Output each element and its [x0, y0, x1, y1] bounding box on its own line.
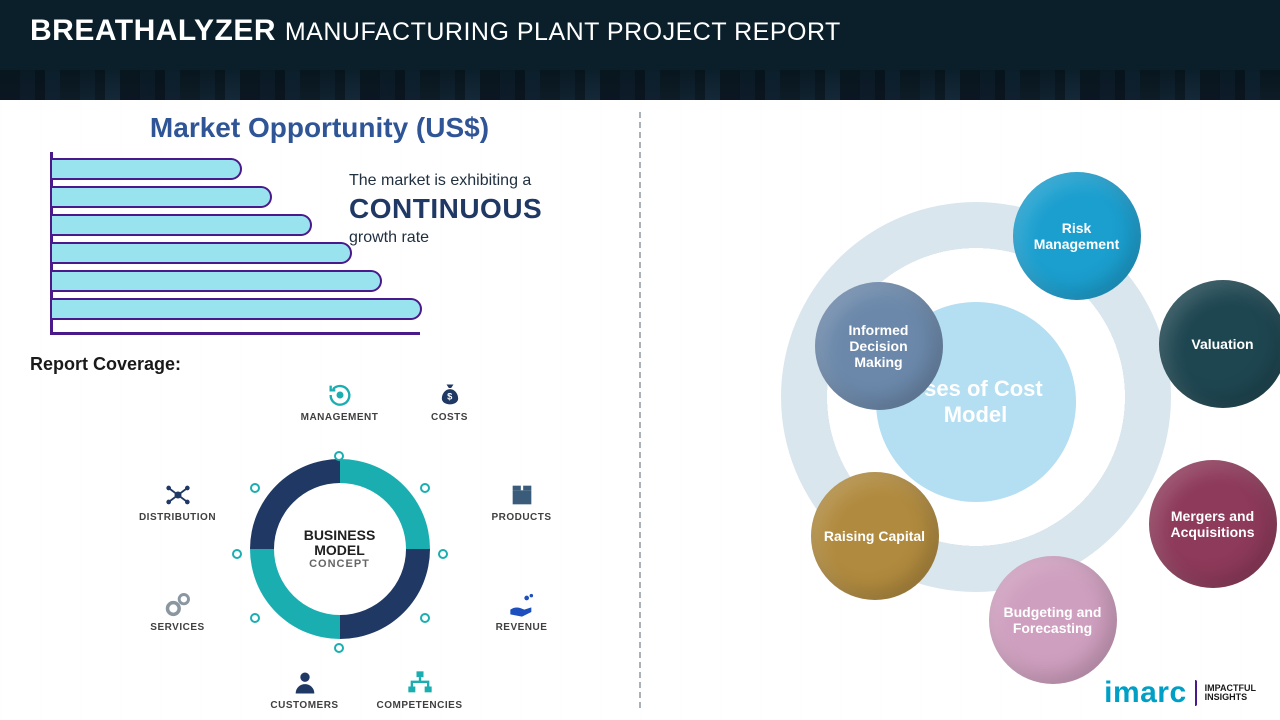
- bm-item-competencies: COMPETENCIES: [370, 669, 470, 711]
- hand-coins-icon: [472, 591, 572, 619]
- business-model-center: BUSINESS MODEL CONCEPT: [250, 459, 430, 639]
- report-title: BREATHALYZER MANUFACTURING PLANT PROJECT…: [30, 14, 1250, 48]
- chart-bar: [52, 214, 312, 236]
- bm-item-revenue: REVENUE: [472, 591, 572, 633]
- report-coverage-title: Report Coverage:: [30, 354, 609, 375]
- chart-annotation: The market is exhibiting a CONTINUOUS gr…: [349, 172, 589, 247]
- bm-item-costs: $ COSTS: [400, 381, 500, 423]
- bm-item-label: MANAGEMENT: [290, 412, 390, 423]
- network-icon: [128, 481, 228, 509]
- chart-bar: [52, 186, 272, 208]
- bm-item-services: SERVICES: [128, 591, 228, 633]
- business-model-center-label: BUSINESS MODEL CONCEPT: [304, 528, 376, 571]
- bm-item-label: PRODUCTS: [472, 512, 572, 523]
- chart-text-highlight: CONTINUOUS: [349, 194, 589, 225]
- person-icon: [255, 669, 355, 697]
- market-opportunity-title: Market Opportunity (US$): [30, 112, 609, 144]
- chart-bar: [52, 298, 422, 320]
- bm-item-label: COSTS: [400, 412, 500, 423]
- bm-ring-node: [250, 483, 260, 493]
- logo-tagline: IMPACTFUL INSIGHTS: [1205, 684, 1256, 702]
- bm-ring-node: [420, 483, 430, 493]
- cm-node-risk-management: Risk Management: [1013, 172, 1141, 300]
- gears-icon: [128, 591, 228, 619]
- chart-bar: [52, 270, 382, 292]
- bm-item-customers: CUSTOMERS: [255, 669, 355, 711]
- cm-node-valuation: Valuation: [1159, 280, 1280, 408]
- bm-ring-node: [232, 549, 242, 559]
- chart-text-line2: growth rate: [349, 229, 589, 247]
- bm-item-label: REVENUE: [472, 622, 572, 633]
- right-pane: Uses of Cost Model Risk ManagementValuat…: [641, 100, 1280, 720]
- left-pane: Market Opportunity (US$) The market is e…: [0, 100, 639, 720]
- imarc-logo: imarc IMPACTFUL INSIGHTS: [1104, 676, 1256, 710]
- cost-model-diagram: Uses of Cost Model Risk ManagementValuat…: [681, 112, 1241, 672]
- box-icon: [472, 481, 572, 509]
- cm-node-informed-decision-making: Informed Decision Making: [815, 282, 943, 410]
- bm-item-management: MANAGEMENT: [290, 381, 390, 423]
- bm-item-label: SERVICES: [128, 622, 228, 633]
- header: BREATHALYZER MANUFACTURING PLANT PROJECT…: [0, 0, 1280, 100]
- cm-node-raising-capital: Raising Capital: [811, 472, 939, 600]
- bm-ring-node: [420, 613, 430, 623]
- skyline-decoration: [0, 70, 1280, 100]
- bm-item-products: PRODUCTS: [472, 481, 572, 523]
- bm-item-label: DISTRIBUTION: [128, 512, 228, 523]
- title-prefix: BREATHALYZER: [30, 14, 276, 47]
- lightbulb-cycle-icon: [290, 381, 390, 409]
- logo-divider: [1195, 680, 1197, 706]
- main-area: Market Opportunity (US$) The market is e…: [0, 100, 1280, 720]
- chart-bar: [52, 158, 242, 180]
- cm-node-budgeting-and-forecasting: Budgeting and Forecasting: [989, 556, 1117, 684]
- title-suffix: MANUFACTURING PLANT PROJECT REPORT: [285, 18, 841, 46]
- chart-bar: [52, 242, 352, 264]
- bm-item-distribution: DISTRIBUTION: [128, 481, 228, 523]
- logo-word: imarc: [1104, 676, 1187, 710]
- svg-text:$: $: [447, 392, 453, 402]
- business-model-diagram: BUSINESS MODEL CONCEPT MANAGEMENT $ COSTS P…: [40, 381, 600, 701]
- bm-ring-node: [250, 613, 260, 623]
- cm-node-mergers-and-acquisitions: Mergers and Acquisitions: [1149, 460, 1277, 588]
- bm-ring-node: [334, 451, 344, 461]
- market-growth-chart: The market is exhibiting a CONTINUOUS gr…: [30, 152, 609, 332]
- bm-item-label: COMPETENCIES: [370, 700, 470, 711]
- org-chart-icon: [370, 669, 470, 697]
- bm-item-label: CUSTOMERS: [255, 700, 355, 711]
- money-bag-icon: $: [400, 381, 500, 409]
- chart-text-line1: The market is exhibiting a: [349, 172, 589, 190]
- bm-ring-node: [334, 643, 344, 653]
- bm-ring-node: [438, 549, 448, 559]
